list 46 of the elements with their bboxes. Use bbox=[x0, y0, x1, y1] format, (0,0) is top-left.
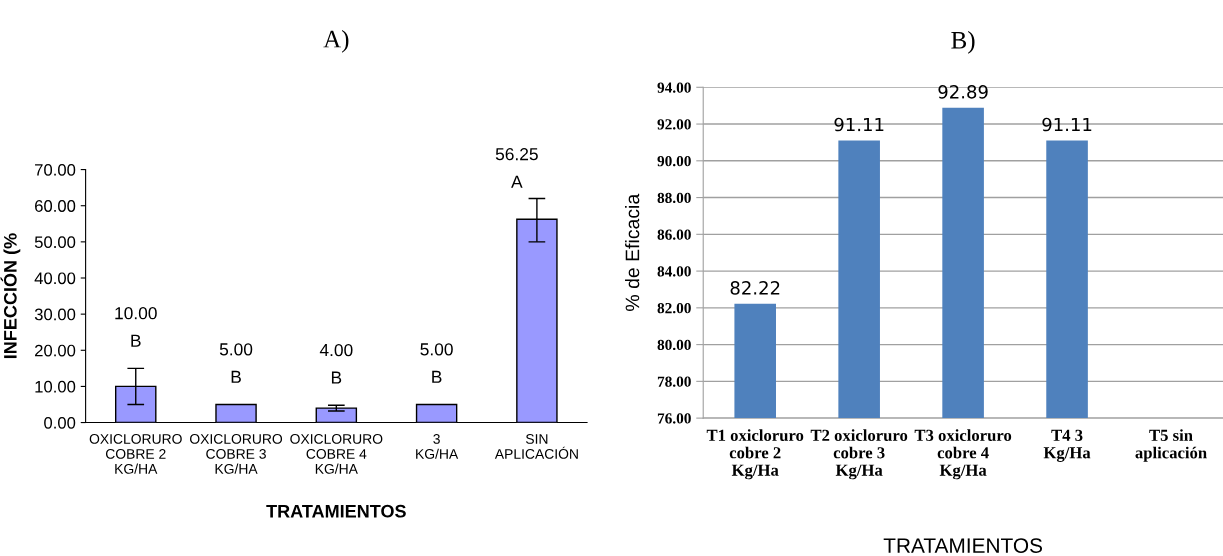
bar bbox=[415, 403, 458, 423]
bar bbox=[315, 407, 358, 423]
x-tick-label: OXICLORURO COBRE 2 KG/HA bbox=[89, 434, 182, 474]
y-tick-label: 88.00 bbox=[657, 192, 691, 204]
x-tick-label: T1 oxicloruro cobre 2 Kg/Ha bbox=[706, 429, 804, 480]
data-label: 91.11 bbox=[1042, 117, 1092, 132]
bar bbox=[215, 403, 257, 423]
data-label: 91.11 bbox=[834, 117, 884, 132]
y-tick-label: 60.00 bbox=[35, 200, 76, 212]
x-axis-title: TRATAMIENTOS bbox=[883, 538, 1043, 553]
x-tick-label: 3 KG/HA bbox=[416, 434, 459, 459]
data-label: 5.00 B bbox=[219, 343, 253, 383]
y-tick-label: 10.00 bbox=[35, 380, 76, 393]
y-tick-label: 0.00 bbox=[44, 416, 76, 429]
y-tick-label: 20.00 bbox=[35, 344, 76, 357]
y-tick-label: 78.00 bbox=[657, 376, 691, 387]
y-tick-label: 30.00 bbox=[34, 308, 76, 321]
y-tick-label: 50.00 bbox=[34, 236, 76, 249]
y-tick-label: 94.00 bbox=[657, 82, 691, 93]
data-label: 5.00 B bbox=[420, 343, 453, 383]
y-tick-label: 40.00 bbox=[34, 272, 76, 285]
data-label: 4.00 B bbox=[319, 343, 353, 384]
x-tick-label: SIN APLICACIÓN bbox=[494, 434, 578, 459]
y-axis-title: INFECCIÓN (% bbox=[0, 233, 21, 359]
x-tick-label: T3 oxicloruro cobre 4 Kg/Ha bbox=[914, 429, 1012, 480]
x-tick-label: T4 3 Kg/Ha bbox=[1043, 429, 1091, 462]
y-tick-label: 82.00 bbox=[657, 302, 691, 314]
data-label: 56.25 A bbox=[495, 148, 538, 188]
x-tick-label: OXICLORURO COBRE 4 KG/HA bbox=[290, 434, 383, 474]
y-tick-label: 80.00 bbox=[657, 339, 691, 351]
chart-title: B) bbox=[951, 31, 975, 54]
y-tick-label: 90.00 bbox=[657, 155, 691, 167]
chart-title: A) bbox=[323, 30, 349, 53]
x-tick-label: T2 oxicloruro cobre 3 Kg/Ha bbox=[810, 429, 908, 480]
x-axis-title: TRATAMIENTOS bbox=[266, 504, 406, 518]
x-tick-label: T5 sin aplicación bbox=[1135, 429, 1207, 462]
y-tick-label: 92.00 bbox=[657, 119, 691, 130]
y-axis-title: % de Eficacia bbox=[625, 193, 640, 311]
y-tick-label: 84.00 bbox=[657, 266, 691, 277]
data-label: 92.89 bbox=[938, 84, 988, 99]
y-tick-label: 86.00 bbox=[657, 229, 691, 240]
data-label: 10.00 B bbox=[115, 307, 157, 347]
x-tick-label: OXICLORURO COBRE 3 KG/HA bbox=[190, 434, 283, 474]
y-tick-label: 70.00 bbox=[35, 163, 76, 176]
data-label: 82.22 bbox=[730, 281, 780, 295]
y-tick-label: 76.00 bbox=[657, 413, 691, 424]
